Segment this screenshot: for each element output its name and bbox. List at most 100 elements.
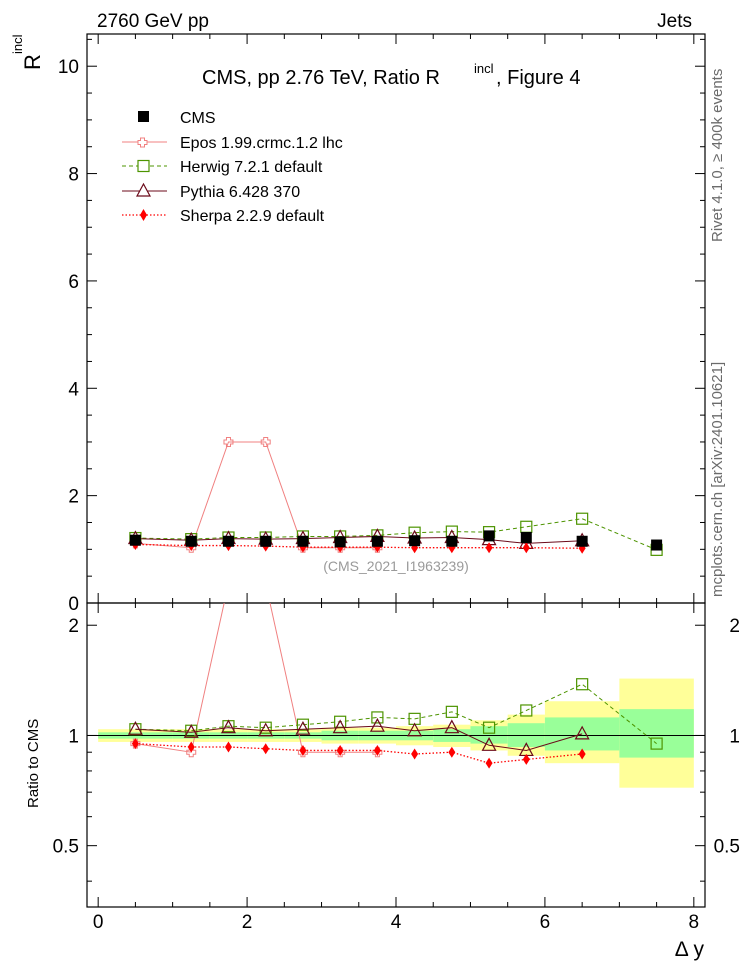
legend-entry-sherpa: Sherpa 2.2.9 default — [122, 208, 325, 225]
legend-label-epos: Epos 1.99.crmc.1.2 lhc — [180, 135, 343, 152]
data-point-cms — [520, 532, 532, 544]
data-point-cms — [334, 536, 346, 548]
ratio-point-herwig — [650, 737, 663, 750]
data-point-cms — [222, 535, 234, 547]
ratio-point-pythia — [295, 720, 311, 735]
legend-entry-cms: CMS — [138, 110, 216, 127]
y-tick-label: 10 — [58, 57, 79, 78]
ratio-point-sherpa — [522, 753, 530, 765]
ratio-point-sherpa — [578, 748, 586, 760]
ratio-point-herwig — [371, 711, 384, 724]
beam-label: 2760 GeV pp — [97, 11, 209, 32]
data-point-cms — [446, 535, 458, 547]
data-point-epos — [260, 436, 271, 447]
x-tick-label: 8 — [689, 912, 700, 933]
data-point-sherpa — [522, 542, 530, 554]
ratio-point-pythia — [127, 720, 143, 735]
legend-marker-cms — [138, 111, 149, 122]
y-tick-label: 6 — [68, 272, 79, 293]
ratio-point-sherpa — [187, 741, 195, 753]
x-tick-label: 6 — [540, 912, 551, 933]
ratio-point-pythia — [481, 737, 497, 751]
analysis-tag: (CMS_2021_I1963239) — [323, 558, 469, 574]
data-point-cms — [185, 535, 197, 547]
series-line-pythia — [135, 535, 583, 544]
title-superscript: incl — [474, 61, 494, 76]
ratio-point-pythia — [258, 722, 274, 737]
legend-label-cms: CMS — [180, 110, 216, 127]
legend-entry-epos: Epos 1.99.crmc.1.2 lhc — [122, 135, 343, 152]
category-label: Jets — [657, 11, 692, 32]
legend-entry-herwig: Herwig 7.2.1 default — [122, 159, 323, 176]
ratio-point-sherpa — [448, 746, 456, 758]
ratio-point-pythia — [407, 722, 423, 737]
ratio-y-label: Ratio to CMS — [25, 719, 42, 808]
data-point-cms — [371, 535, 383, 547]
ratio-y-tick-label: 0.5 — [53, 837, 79, 858]
data-point-herwig — [576, 512, 589, 525]
ratio-line-sherpa — [135, 742, 583, 764]
ratio-uncertainty-band — [87, 678, 705, 788]
data-point-cms — [260, 535, 272, 547]
title-text: CMS, pp 2.76 TeV, Ratio R — [202, 67, 440, 89]
ratio-point-herwig — [482, 721, 496, 734]
ratio-point-sherpa — [131, 738, 139, 750]
ratio-point-epos — [186, 747, 197, 758]
y-label-superscript: incl — [10, 34, 25, 54]
ratio-point-sherpa — [262, 743, 270, 755]
ratio-point-sherpa — [224, 741, 232, 753]
ratio-line-herwig — [135, 683, 657, 744]
data-point-cms — [576, 535, 588, 547]
data-point-cms — [129, 534, 141, 546]
legend-label-sherpa: Sherpa 2.2.9 default — [180, 208, 325, 225]
band-inner-bin — [619, 709, 694, 758]
legend-label-pythia: Pythia 6.428 370 — [180, 184, 300, 201]
ratio-point-epos — [224, 579, 233, 588]
legend-label-herwig: Herwig 7.2.1 default — [180, 159, 323, 176]
data-point-cms — [483, 530, 495, 542]
rivet-version-label: Rivet 4.1.0, ≥ 400k events — [709, 69, 726, 242]
ratio-point-herwig — [520, 704, 533, 717]
ratio-point-herwig — [259, 721, 272, 734]
x-label: Δ y — [675, 938, 705, 961]
ratio-point-sherpa — [373, 744, 381, 756]
y-tick-label: 8 — [68, 165, 79, 186]
title-suffix: , Figure 4 — [496, 67, 580, 89]
ratio-point-pythia — [574, 725, 590, 740]
ratio-line-pythia — [135, 725, 583, 751]
x-tick-label: 0 — [93, 912, 104, 933]
y-tick-label: 4 — [68, 379, 79, 400]
main-series-group — [127, 436, 663, 556]
x-tick-label: 2 — [242, 912, 253, 933]
y-tick-label: 2 — [68, 487, 79, 508]
ratio-point-herwig — [576, 678, 589, 691]
data-point-cms — [409, 535, 421, 547]
ratio-y-tick-label-right: 2 — [729, 616, 740, 637]
data-point-herwig — [520, 520, 533, 533]
ratio-y-tick-label-right: 0.5 — [714, 837, 740, 858]
main-y-axis-label: R incl — [10, 34, 45, 70]
legend-marker-pythia — [135, 182, 152, 197]
data-point-sherpa — [485, 542, 493, 554]
x-tick-label: 4 — [391, 912, 402, 933]
legend-marker-herwig — [137, 159, 150, 173]
ratio-point-sherpa — [411, 748, 419, 760]
ratio-point-pythia — [220, 719, 236, 734]
band-inner-bin — [470, 726, 508, 744]
legend-marker-sherpa — [140, 209, 147, 221]
ratio-point-pythia — [183, 724, 199, 738]
ratio-y-tick-label-right: 1 — [729, 726, 740, 747]
legend-marker-epos — [137, 137, 148, 148]
ratio-point-pythia — [444, 719, 460, 734]
ratio-y-tick-label: 2 — [68, 616, 79, 637]
ratio-point-pythia — [332, 719, 348, 734]
ratio-point-sherpa — [299, 744, 307, 756]
ratio-point-herwig — [296, 718, 310, 731]
data-point-epos — [223, 436, 234, 447]
ratio-point-sherpa — [336, 744, 344, 756]
ratio-series-group — [127, 579, 663, 769]
ratio-point-herwig — [445, 705, 458, 718]
plot-title: CMS, pp 2.76 TeV, Ratio R incl , Figure … — [202, 61, 580, 89]
